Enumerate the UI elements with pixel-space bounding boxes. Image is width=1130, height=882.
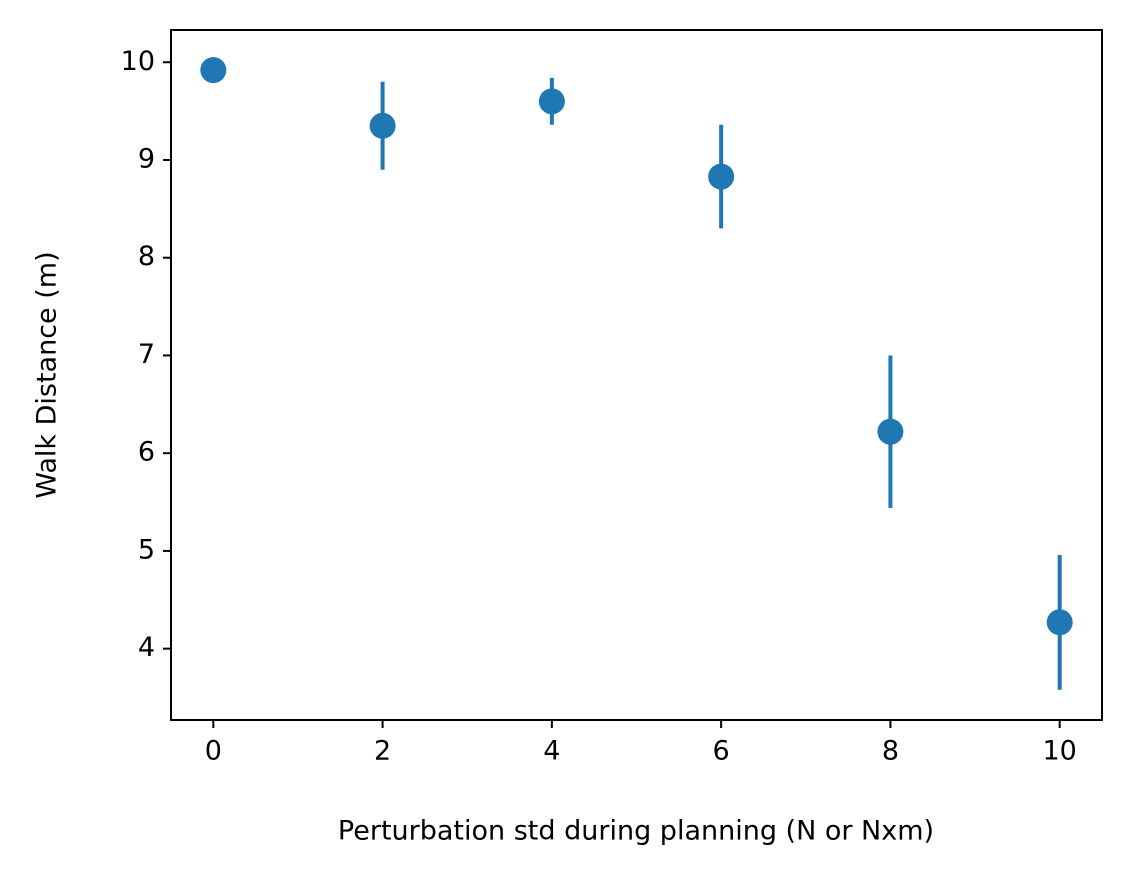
- plot-frame: [170, 29, 1103, 721]
- y-tick-label: 5: [138, 534, 155, 565]
- point: [538, 88, 565, 115]
- point: [708, 163, 735, 190]
- y-axis-label: Walk Distance (m): [32, 251, 63, 498]
- point: [1046, 609, 1073, 636]
- y-tick-label: 8: [138, 241, 155, 272]
- x-tick-label: 2: [374, 736, 391, 767]
- y-tick-label: 10: [121, 46, 155, 77]
- x-tick-label: 4: [543, 736, 560, 767]
- x-tick-label: 10: [1043, 736, 1077, 767]
- y-tick-label: 7: [138, 339, 155, 370]
- x-axis-label: Perturbation std during planning (N or N…: [338, 816, 934, 847]
- point: [200, 57, 227, 84]
- y-tick-label: 6: [138, 437, 155, 468]
- x-tick-label: 0: [205, 736, 222, 767]
- y-tick-label: 4: [138, 632, 155, 663]
- x-tick-label: 8: [882, 736, 899, 767]
- x-tick-label: 6: [713, 736, 730, 767]
- y-tick-label: 9: [138, 143, 155, 174]
- point: [877, 418, 904, 445]
- point: [369, 112, 396, 139]
